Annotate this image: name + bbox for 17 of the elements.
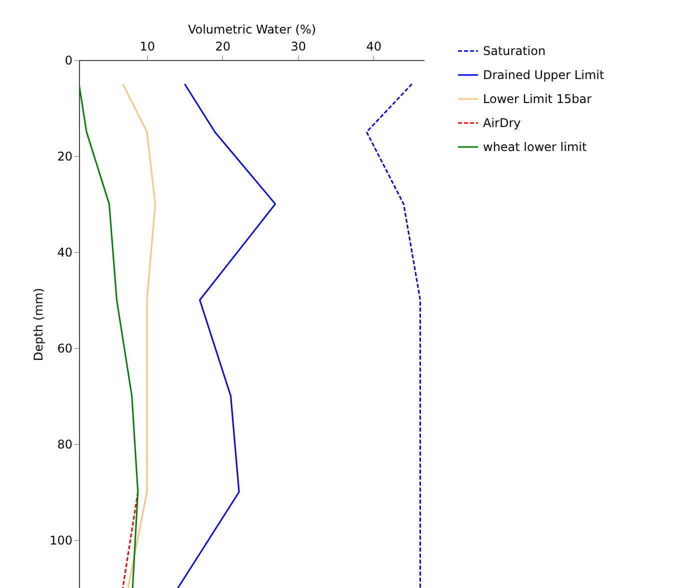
- y-tick-label: 60: [57, 342, 72, 356]
- legend-label: Drained Upper Limit: [483, 68, 604, 82]
- y-tick-label: 40: [57, 246, 72, 260]
- y-tick-label: 20: [57, 150, 72, 164]
- x-tick-label: 10: [140, 40, 156, 54]
- x-tick-label: 40: [366, 40, 382, 54]
- legend-label: AirDry: [483, 116, 521, 130]
- legend-label: wheat lower limit: [483, 140, 587, 154]
- x-axis-title: Volumetric Water (%): [188, 22, 316, 36]
- y-tick-label: 0: [64, 54, 72, 68]
- y-tick-label: 80: [57, 438, 72, 452]
- x-tick-label: 20: [215, 40, 231, 54]
- y-tick-label: 100: [50, 534, 72, 548]
- y-axis-title: Depth (mm): [32, 288, 46, 362]
- x-tick-label: 30: [290, 40, 306, 54]
- legend-label: Saturation: [483, 44, 546, 58]
- legend-label: Lower Limit 15bar: [483, 92, 592, 106]
